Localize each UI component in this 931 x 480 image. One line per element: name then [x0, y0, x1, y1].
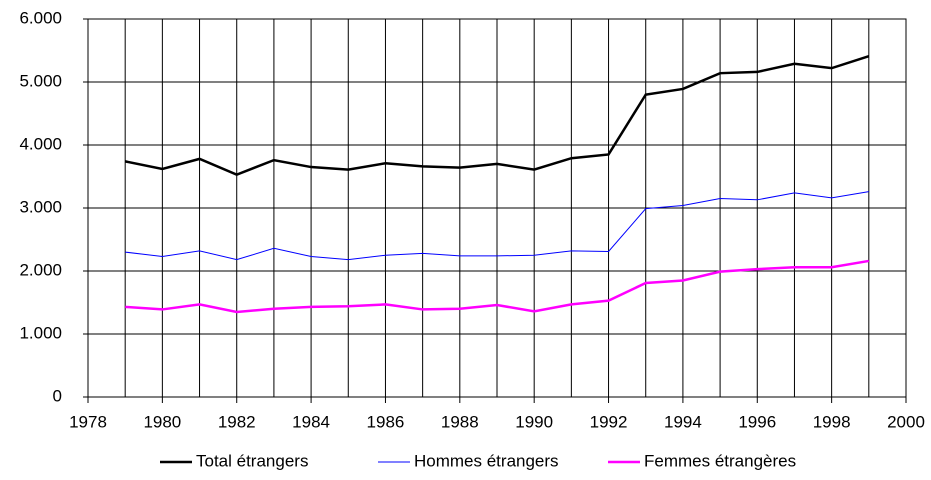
- x-tick-label: 2000: [887, 412, 925, 431]
- y-tick-label: 6.000: [19, 8, 62, 27]
- x-tick-label: 1988: [441, 412, 479, 431]
- legend-label: Hommes étrangers: [414, 451, 559, 470]
- y-tick-label: 5.000: [19, 71, 62, 90]
- y-tick-label: 2.000: [19, 260, 62, 279]
- x-tick-label: 1984: [292, 412, 330, 431]
- legend-label: Femmes étrangères: [644, 451, 796, 470]
- x-tick-label: 1992: [590, 412, 628, 431]
- y-tick-label: 0: [53, 386, 62, 405]
- x-tick-label: 1998: [813, 412, 851, 431]
- x-tick-label: 1996: [738, 412, 776, 431]
- x-tick-label: 1990: [515, 412, 553, 431]
- x-tick-label: 1982: [218, 412, 256, 431]
- x-tick-label: 1986: [367, 412, 405, 431]
- y-tick-label: 1.000: [19, 323, 62, 342]
- series-line: [125, 259, 870, 314]
- x-tick-label: 1980: [143, 412, 181, 431]
- y-tick-label: 4.000: [19, 134, 62, 153]
- x-tick-label: 1994: [664, 412, 702, 431]
- y-tick-label: 3.000: [19, 197, 62, 216]
- x-tick-label: 1978: [69, 412, 107, 431]
- plot-frame: [87, 18, 907, 398]
- series-line: [125, 191, 869, 261]
- series-line: [124, 54, 870, 176]
- legend-label: Total étrangers: [196, 451, 308, 470]
